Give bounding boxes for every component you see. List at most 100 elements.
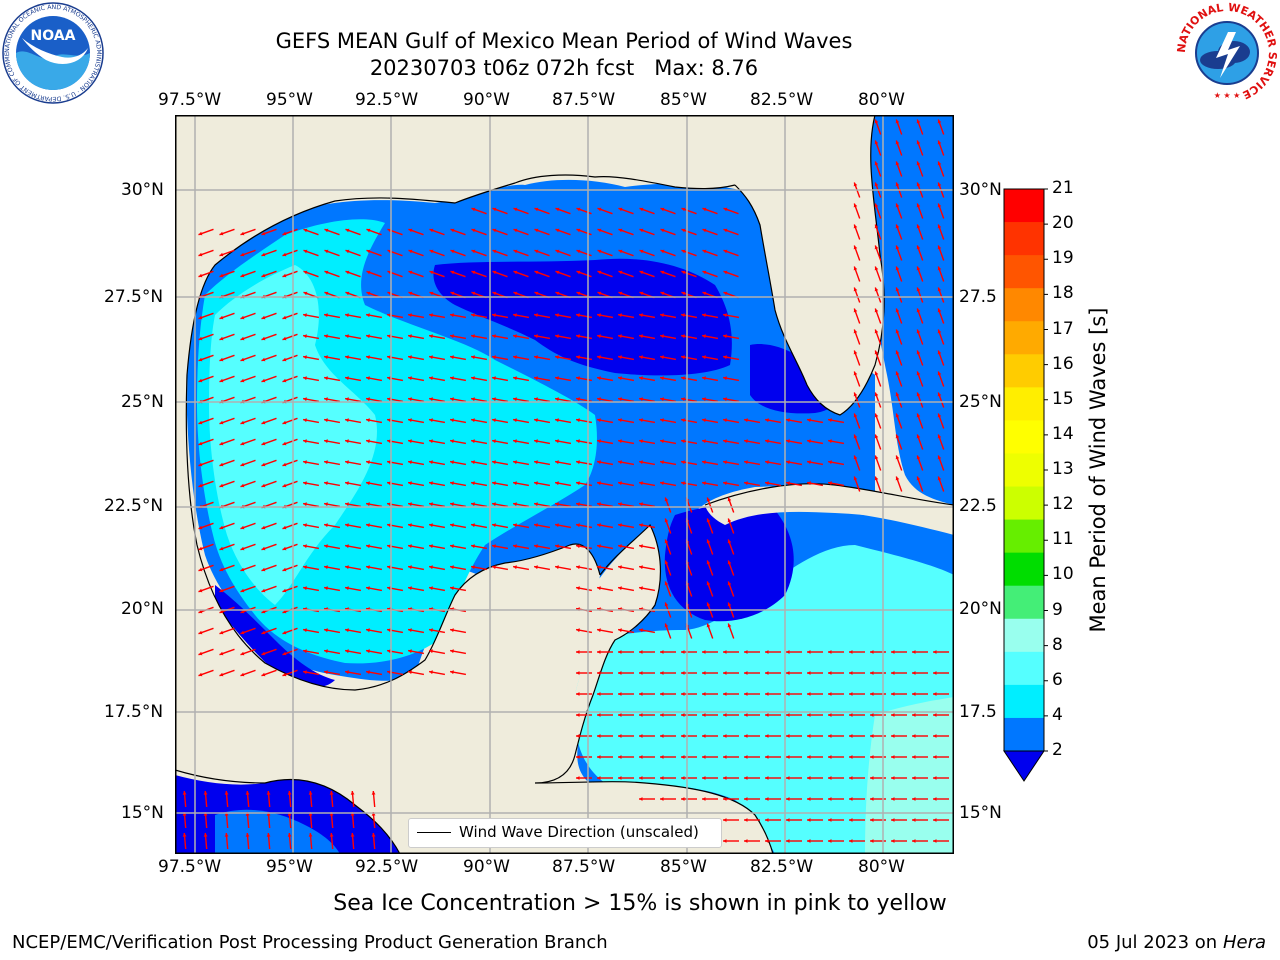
wind-wave-arrowhead — [727, 602, 732, 607]
wind-wave-arrowhead — [828, 797, 832, 801]
wind-wave-arrowhead — [282, 483, 287, 488]
wind-wave-arrowhead — [916, 413, 921, 418]
wind-wave-arrowhead — [513, 439, 517, 444]
wind-wave-arrowhead — [895, 119, 900, 124]
legend-label: Wind Wave Direction (unscaled) — [459, 823, 699, 841]
wind-wave-arrowhead — [937, 140, 942, 145]
wind-wave-arrowhead — [895, 350, 900, 355]
wind-wave-arrowhead — [597, 228, 602, 233]
wind-wave-arrowhead — [324, 355, 328, 360]
wind-wave-arrowhead — [895, 182, 900, 187]
wind-wave-arrowhead — [723, 713, 727, 717]
wind-wave-arrowhead — [350, 791, 355, 795]
wind-wave-arrowhead — [576, 628, 580, 633]
wind-wave-arrowhead — [408, 565, 412, 570]
map-frame — [175, 115, 954, 854]
wind-wave-arrowhead — [786, 650, 790, 654]
wind-wave-arrowhead — [282, 672, 287, 677]
wind-wave-arrowhead — [471, 565, 475, 570]
wind-wave-arrowhead — [660, 207, 665, 212]
lon-tick-top: 87.5°W — [552, 90, 616, 110]
footer-host: Hera — [1222, 932, 1266, 953]
wind-wave-arrowhead — [219, 525, 224, 530]
wind-wave-arrowhead — [681, 355, 685, 360]
wind-wave-arrowhead — [786, 818, 790, 822]
wind-wave-arrowhead — [408, 334, 412, 339]
wind-wave-arrowhead — [723, 397, 727, 402]
wind-wave-arrowhead — [303, 270, 308, 275]
wind-wave-arrowhead — [245, 812, 250, 816]
wind-wave-arrowhead — [345, 270, 350, 275]
wind-wave-arrowhead — [534, 291, 539, 296]
wind-wave-arrowhead — [471, 334, 475, 339]
wind-wave-arrowhead — [723, 249, 728, 254]
wind-wave-arrowhead — [576, 418, 580, 423]
wind-wave-arrowhead — [895, 434, 900, 439]
wind-wave-arrowhead — [555, 481, 559, 486]
wind-wave-arrowhead — [387, 628, 391, 633]
wind-wave-arrowhead — [366, 628, 370, 633]
wind-wave-arrowhead — [853, 434, 858, 439]
wind-wave-arrowhead — [450, 418, 454, 423]
wind-wave-arrowhead — [366, 439, 370, 444]
wind-wave-arrowhead — [706, 518, 711, 523]
wind-wave-arrowhead — [723, 355, 727, 360]
wind-wave-arrowhead — [597, 355, 601, 360]
wind-wave-arrowhead — [828, 481, 832, 486]
wind-wave-arrowhead — [874, 350, 879, 355]
colorbar-band — [1004, 321, 1044, 355]
wind-wave-arrowhead — [786, 776, 790, 780]
wind-wave-arrowhead — [660, 734, 664, 738]
wind-wave-arrowhead — [471, 523, 475, 528]
wind-wave-arrowhead — [261, 567, 266, 572]
wind-wave-arrowhead — [681, 650, 685, 654]
wind-wave-arrowhead — [182, 833, 187, 837]
wind-wave-arrowhead — [303, 313, 307, 318]
wind-wave-arrowhead — [408, 628, 412, 633]
wind-wave-arrowhead — [471, 291, 476, 296]
wind-wave-arrowhead — [639, 755, 643, 759]
wind-wave-arrowhead — [744, 460, 748, 465]
wind-wave-arrowhead — [807, 650, 811, 654]
wind-wave-arrowhead — [933, 839, 937, 843]
wind-wave-arrowhead — [450, 649, 454, 654]
wind-wave-arrowhead — [891, 734, 895, 738]
wind-wave-arrowhead — [853, 266, 858, 271]
wind-wave-arrowhead — [937, 161, 942, 166]
wind-wave-arrowhead — [198, 588, 203, 593]
wind-wave-arrowhead — [282, 630, 287, 635]
wind-wave-arrowhead — [874, 119, 879, 124]
wind-wave-arrowhead — [429, 249, 434, 254]
wind-wave-arrowhead — [408, 502, 412, 507]
wind-wave-arrowhead — [387, 460, 391, 465]
wind-wave-arrowhead — [660, 713, 664, 717]
nws-logo: NATIONAL WEATHER SERVICE ★ ★ ★ — [1176, 2, 1278, 103]
wind-wave-arrowhead — [765, 797, 769, 801]
wind-wave-arrowhead — [534, 523, 538, 528]
wind-wave-arrowhead — [933, 671, 937, 675]
wind-wave-arrowhead — [303, 502, 307, 507]
wind-wave-arrowhead — [723, 334, 727, 339]
wind-wave-arrowhead — [534, 439, 538, 444]
wind-wave-arrowhead — [492, 544, 496, 549]
wind-wave-arrowhead — [853, 203, 858, 208]
wind-wave-arrowhead — [513, 481, 517, 486]
lat-tick-right: 22.5 — [959, 496, 997, 516]
wind-wave-arrowhead — [937, 434, 942, 439]
colorbar-tick-label: 8 — [1052, 634, 1063, 655]
wind-wave-arrowhead — [723, 439, 727, 444]
wind-wave-arrowhead — [429, 334, 433, 339]
wind-wave-arrowhead — [853, 245, 858, 250]
wind-wave-arrowhead — [912, 839, 916, 843]
wind-wave-arrowhead — [261, 420, 266, 425]
wind-wave-arrowhead — [937, 266, 942, 271]
colorbar-band — [1004, 420, 1044, 454]
wind-wave-arrowhead — [744, 671, 748, 675]
wind-wave-arrowhead — [786, 671, 790, 675]
colorbar-tick-label: 10 — [1052, 564, 1074, 585]
wind-wave-arrowhead — [240, 420, 245, 425]
wind-wave-arrowhead — [807, 481, 811, 486]
wind-wave-arrowhead — [597, 565, 601, 570]
wind-wave-arrowhead — [660, 313, 664, 318]
caribbean-water-pale — [865, 697, 954, 854]
